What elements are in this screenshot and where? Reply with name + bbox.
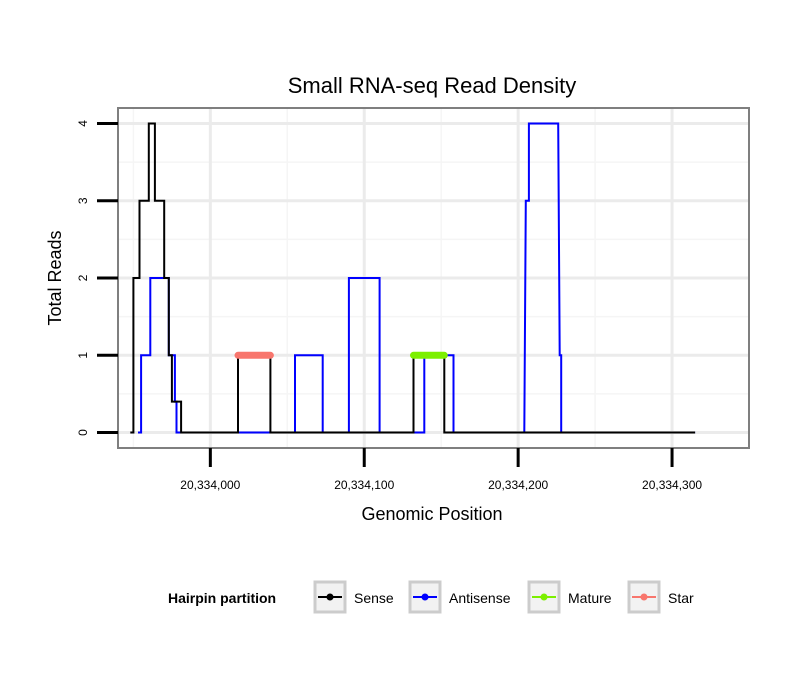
x-axis: 20,334,000 20,334,100 20,334,200 20,334,300 — [180, 448, 702, 492]
legend: Hairpin partition Sense Antisense Mature St… — [168, 580, 694, 614]
y-axis: 0 1 2 3 4 — [76, 120, 118, 436]
chart-title: Small RNA-seq Read Density — [288, 73, 577, 98]
x-axis-title: Genomic Position — [361, 504, 502, 524]
x-tick-label: 20,334,000 — [180, 478, 240, 492]
legend-title: Hairpin partition — [168, 590, 276, 606]
y-tick-label: 3 — [76, 197, 90, 204]
series-layer — [130, 122, 696, 434]
legend-label-sense: Sense — [354, 590, 394, 606]
series-line-sense — [130, 122, 696, 434]
y-tick-label: 2 — [76, 274, 90, 281]
y-tick-label: 1 — [76, 352, 90, 359]
legend-label-antisense: Antisense — [449, 590, 511, 606]
x-tick-label: 20,334,300 — [642, 478, 702, 492]
legend-label-mature: Mature — [568, 590, 612, 606]
x-tick-label: 20,334,200 — [488, 478, 548, 492]
legend-key-dot — [421, 593, 429, 601]
legend-key-dot — [540, 593, 548, 601]
y-tick-label: 0 — [76, 429, 90, 436]
legend-label-star: Star — [668, 590, 694, 606]
legend-key-dot — [640, 593, 648, 601]
y-tick-label: 4 — [76, 120, 90, 127]
y-axis-title: Total Reads — [45, 230, 65, 325]
x-tick-label: 20,334,100 — [334, 478, 394, 492]
legend-key-dot — [326, 593, 334, 601]
